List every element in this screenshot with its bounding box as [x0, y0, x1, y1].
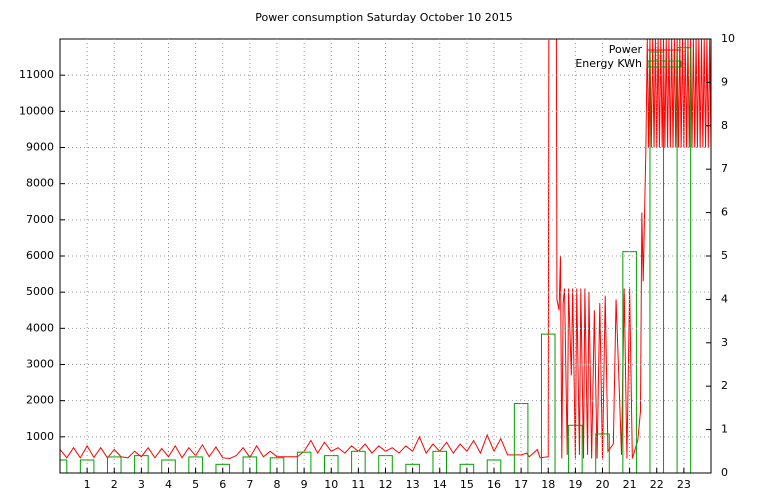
- legend-swatch: [647, 60, 682, 68]
- y-tick-label: 11000: [19, 68, 54, 81]
- x-tick-label: 15: [460, 478, 474, 491]
- energy-box: [540, 333, 556, 473]
- x-tick-label: 22: [650, 478, 664, 491]
- y2-tick-label: 0: [721, 466, 728, 479]
- energy-box: [405, 463, 420, 473]
- x-tick-label: 8: [274, 478, 281, 491]
- y2-tick-label: 4: [721, 292, 728, 305]
- energy-box: [215, 463, 231, 473]
- y-tick-label: 7000: [26, 213, 54, 226]
- x-tick-label: 20: [596, 478, 610, 491]
- x-tick-label: 12: [379, 478, 393, 491]
- x-tick-label: 13: [406, 478, 420, 491]
- x-tick-label: 16: [487, 478, 501, 491]
- energy-box: [459, 463, 475, 473]
- y2-tick-label: 7: [721, 162, 728, 175]
- y2-tick-label: 8: [721, 119, 728, 132]
- y-tick-label: 2000: [26, 394, 54, 407]
- power-line: [60, 39, 711, 460]
- y2-tick-label: 6: [721, 206, 728, 219]
- y2-tick-label: 9: [721, 75, 728, 88]
- x-tick-label: 21: [623, 478, 637, 491]
- chart-title: Power consumption Saturday October 10 20…: [255, 11, 513, 24]
- y2-tick-label: 1: [721, 423, 728, 436]
- y2-tick-label: 5: [721, 249, 728, 262]
- y2-tick-label: 2: [721, 379, 728, 392]
- legend-label: Energy KWh: [575, 57, 642, 70]
- y-tick-label: 1000: [26, 430, 54, 443]
- x-tick-label: 17: [514, 478, 528, 491]
- x-tick-label: 7: [246, 478, 253, 491]
- x-tick-label: 23: [677, 478, 691, 491]
- x-tick-label: 5: [192, 478, 199, 491]
- x-tick-label: 1: [84, 478, 91, 491]
- x-tick-label: 11: [351, 478, 365, 491]
- energy-box: [649, 51, 665, 473]
- y-tick-label: 5000: [26, 285, 54, 298]
- x-tick-label: 18: [541, 478, 555, 491]
- x-tick-label: 10: [324, 478, 338, 491]
- x-tick-label: 3: [138, 478, 145, 491]
- energy-box: [513, 403, 529, 473]
- x-tick-label: 6: [219, 478, 226, 491]
- y2-tick-label: 10: [721, 32, 735, 45]
- x-tick-label: 14: [433, 478, 447, 491]
- y-tick-label: 3000: [26, 358, 54, 371]
- energy-box: [296, 451, 312, 473]
- x-tick-label: 4: [165, 478, 172, 491]
- y-tick-label: 9000: [26, 141, 54, 154]
- y-tick-label: 10000: [19, 104, 54, 117]
- x-tick-label: 2: [111, 478, 118, 491]
- x-tick-label: 19: [568, 478, 582, 491]
- energy-box: [595, 433, 610, 473]
- y-tick-label: 6000: [26, 249, 54, 262]
- y2-tick-label: 3: [721, 336, 728, 349]
- energy-box: [568, 424, 583, 473]
- x-tick-label: 9: [301, 478, 308, 491]
- y-tick-label: 4000: [26, 321, 54, 334]
- energy-box: [60, 459, 68, 473]
- y-tick-label: 8000: [26, 177, 54, 190]
- legend-label: Power: [609, 43, 643, 56]
